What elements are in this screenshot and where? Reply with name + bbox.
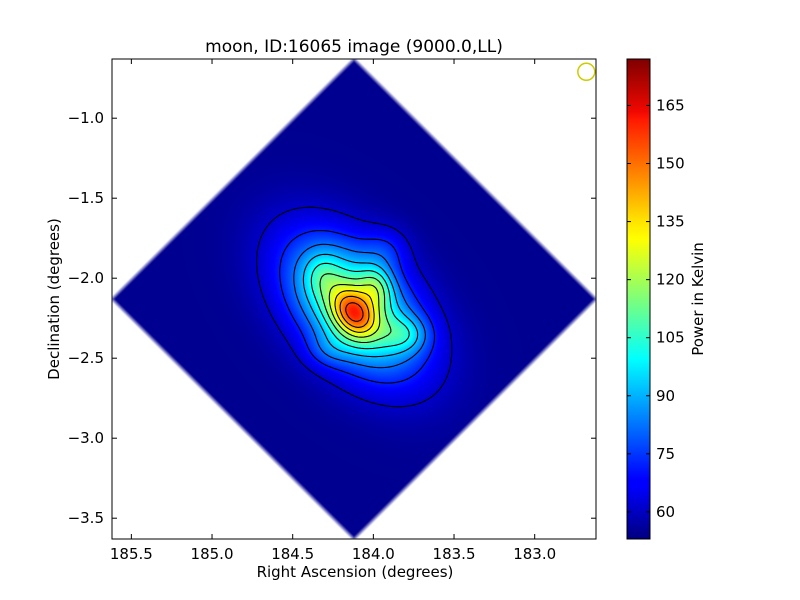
x-axis-title: Right Ascension (degrees) (257, 563, 454, 581)
colorbar-tick-label: 105 (656, 329, 685, 347)
colorbar-ticks: 60 75 90 105 120 135 150 165 (627, 96, 685, 521)
contour-level-1 (279, 230, 436, 384)
x-axis: 185.5 185.0 184.5 184.0 183.5 183.0 (110, 59, 556, 563)
x-tick-label: 183.0 (513, 545, 556, 563)
x-tick-label: 184.5 (271, 545, 314, 563)
colorbar-frame (626, 58, 651, 540)
colorbar (627, 59, 650, 539)
colorbar-label: Power in Kelvin (689, 242, 707, 356)
contour-level-8 (339, 295, 370, 328)
y-tick-label: −3.0 (68, 429, 104, 447)
colorbar-tick-label: 135 (656, 213, 685, 231)
contour-level-2 (293, 243, 426, 369)
contour-level-7 (334, 290, 375, 333)
x-tick-label: 183.5 (433, 545, 476, 563)
contour-level-4 (310, 262, 410, 350)
contour-level-6 (328, 283, 381, 338)
x-tick-label: 185.0 (191, 545, 234, 563)
y-tick-label: −2.0 (68, 269, 104, 287)
y-tick-label: −1.0 (68, 109, 104, 127)
plot-frame (111, 58, 597, 540)
colorbar-tick-label: 75 (656, 445, 675, 463)
colorbar-tick-label: 60 (656, 503, 675, 521)
y-tick-label: −3.5 (68, 509, 104, 527)
x-tick-label: 184.0 (352, 545, 395, 563)
heatmap-image (112, 59, 596, 539)
chart-title: moon, ID:16065 image (9000.0,LL) (205, 37, 503, 57)
x-tick-label: 185.5 (110, 545, 153, 563)
colorbar-tick-label: 90 (656, 387, 675, 405)
contour-level-3 (302, 253, 419, 358)
colorbar-tick-label: 150 (656, 155, 685, 173)
y-axis: −1.0 −1.5 −2.0 −2.5 −3.0 −3.5 (68, 109, 596, 527)
beam-marker (577, 62, 596, 82)
colorbar-tick-label: 165 (656, 96, 685, 114)
contour-lines (256, 206, 453, 408)
y-tick-label: −2.5 (68, 349, 104, 367)
y-axis-title: Declination (degrees) (45, 218, 63, 380)
contour-level-9 (345, 302, 364, 322)
colorbar-tick-label: 120 (656, 271, 685, 289)
contour-level-0 (256, 206, 453, 408)
y-tick-label: −1.5 (68, 189, 104, 207)
contour-level-5 (319, 273, 392, 344)
